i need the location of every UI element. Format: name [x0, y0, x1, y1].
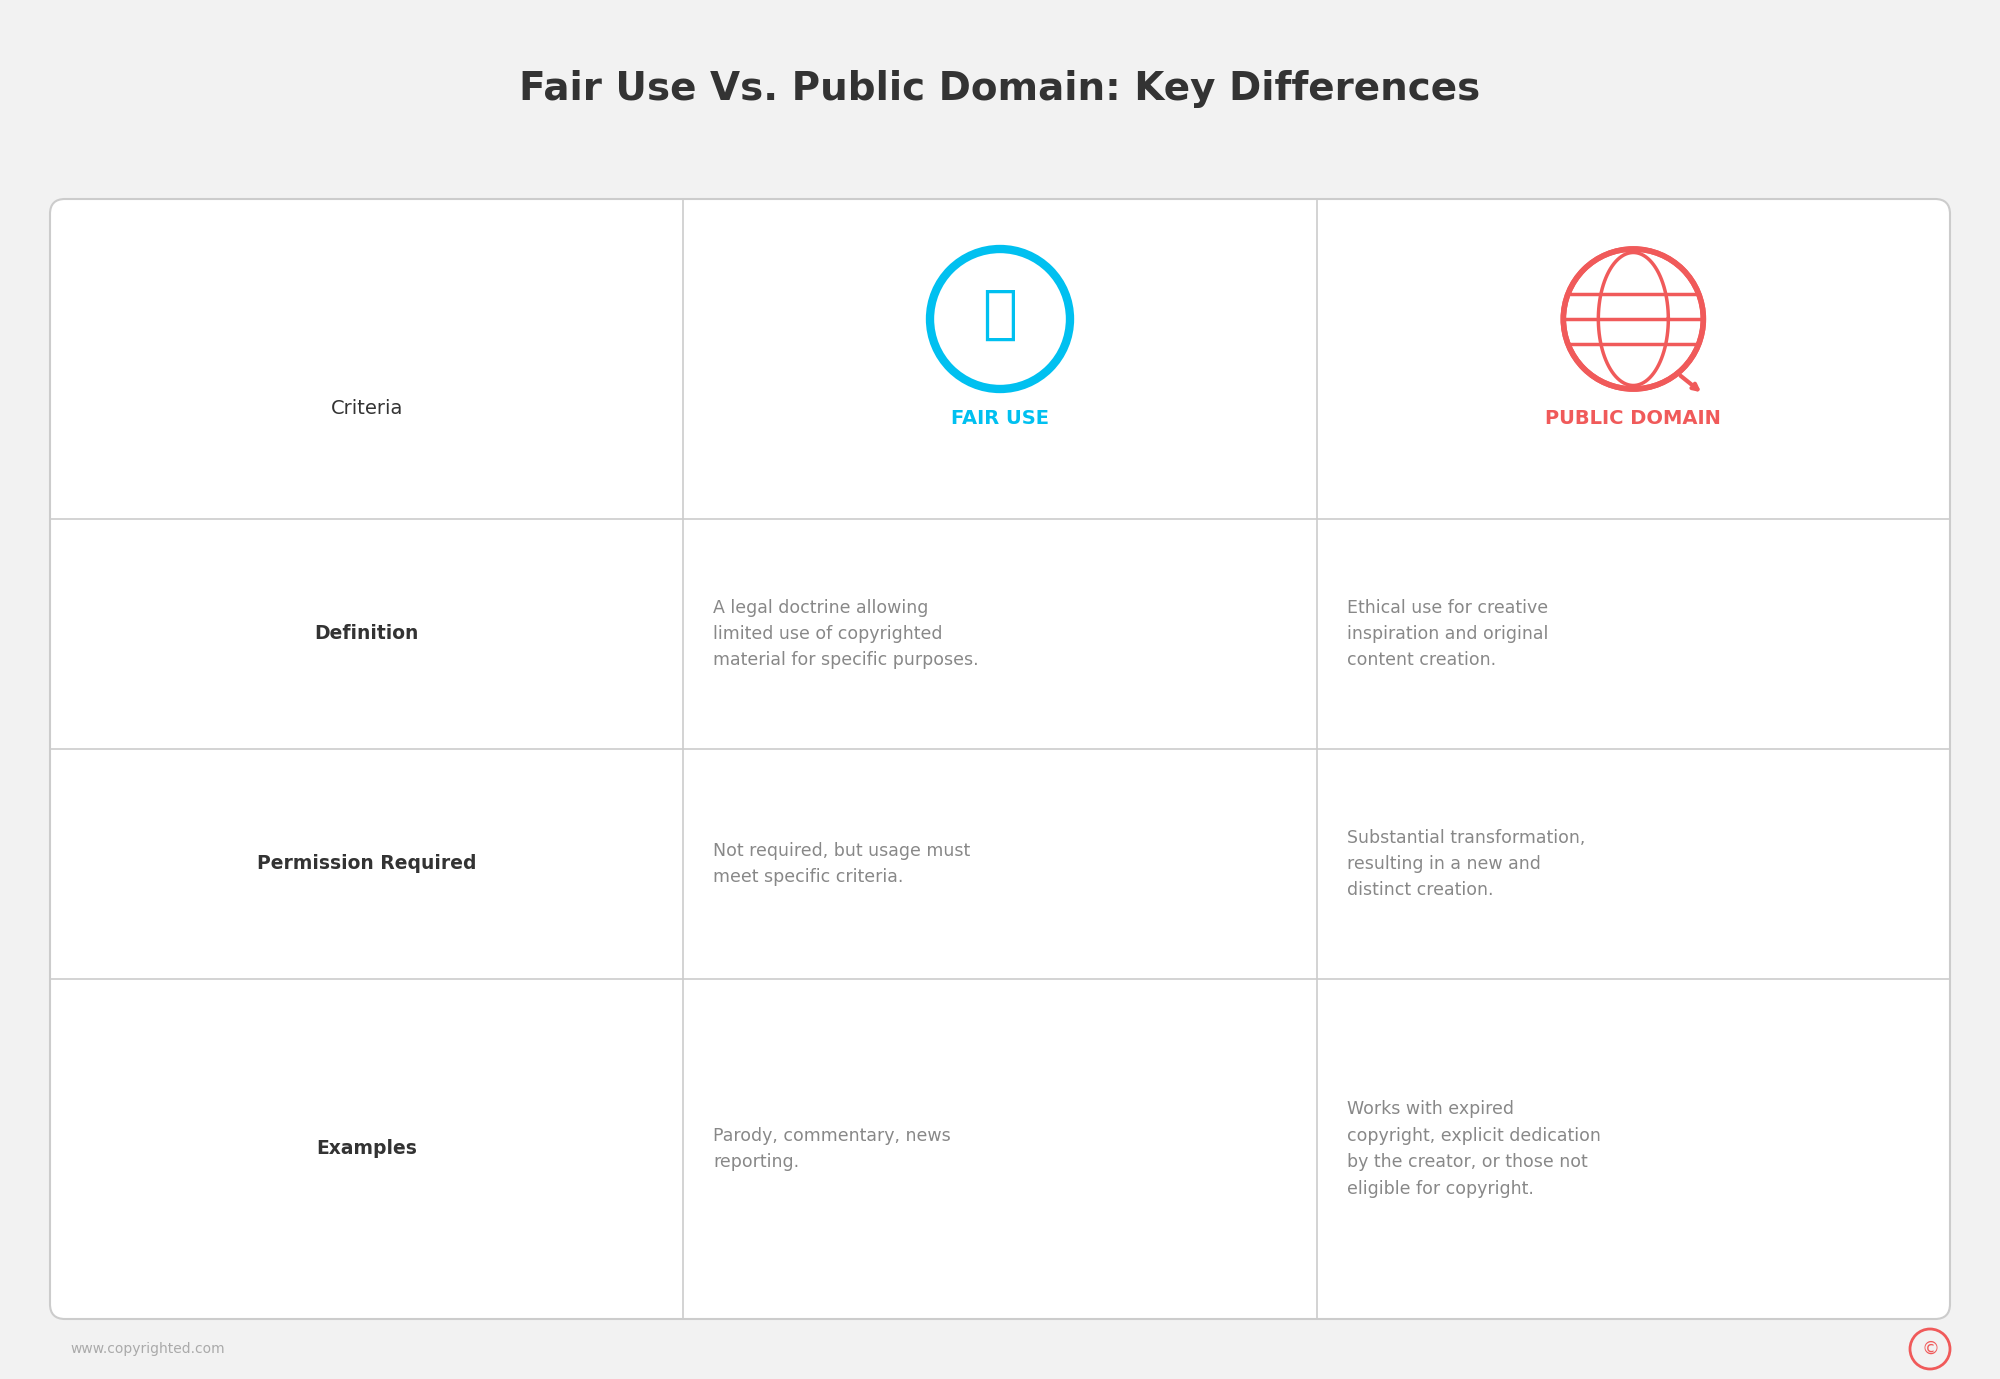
Text: Ethical use for creative
inspiration and original
content creation.: Ethical use for creative inspiration and…: [1346, 598, 1548, 669]
Text: PUBLIC DOMAIN: PUBLIC DOMAIN: [1546, 410, 1722, 429]
Text: Substantial transformation,
resulting in a new and
distinct creation.: Substantial transformation, resulting in…: [1346, 829, 1586, 899]
Text: FAIR USE: FAIR USE: [952, 410, 1048, 429]
Text: ⓕ: ⓕ: [982, 285, 1018, 342]
Text: Parody, commentary, news
reporting.: Parody, commentary, news reporting.: [714, 1127, 952, 1171]
Text: A legal doctrine allowing
limited use of copyrighted
material for specific purpo: A legal doctrine allowing limited use of…: [714, 598, 978, 669]
Text: Definition: Definition: [314, 625, 418, 644]
Circle shape: [938, 256, 1062, 381]
FancyBboxPatch shape: [50, 199, 1950, 1318]
Circle shape: [1564, 250, 1704, 389]
Text: Permission Required: Permission Required: [256, 855, 476, 873]
Text: Works with expired
copyright, explicit dedication
by the creator, or those not
e: Works with expired copyright, explicit d…: [1346, 1100, 1600, 1197]
Text: www.copyrighted.com: www.copyrighted.com: [70, 1342, 224, 1356]
Text: ©: ©: [1920, 1340, 1940, 1358]
Text: Not required, but usage must
meet specific criteria.: Not required, but usage must meet specif…: [714, 841, 970, 887]
Text: Examples: Examples: [316, 1139, 418, 1158]
Text: Fair Use Vs. Public Domain: Key Differences: Fair Use Vs. Public Domain: Key Differen…: [520, 70, 1480, 108]
Text: Criteria: Criteria: [330, 400, 402, 418]
